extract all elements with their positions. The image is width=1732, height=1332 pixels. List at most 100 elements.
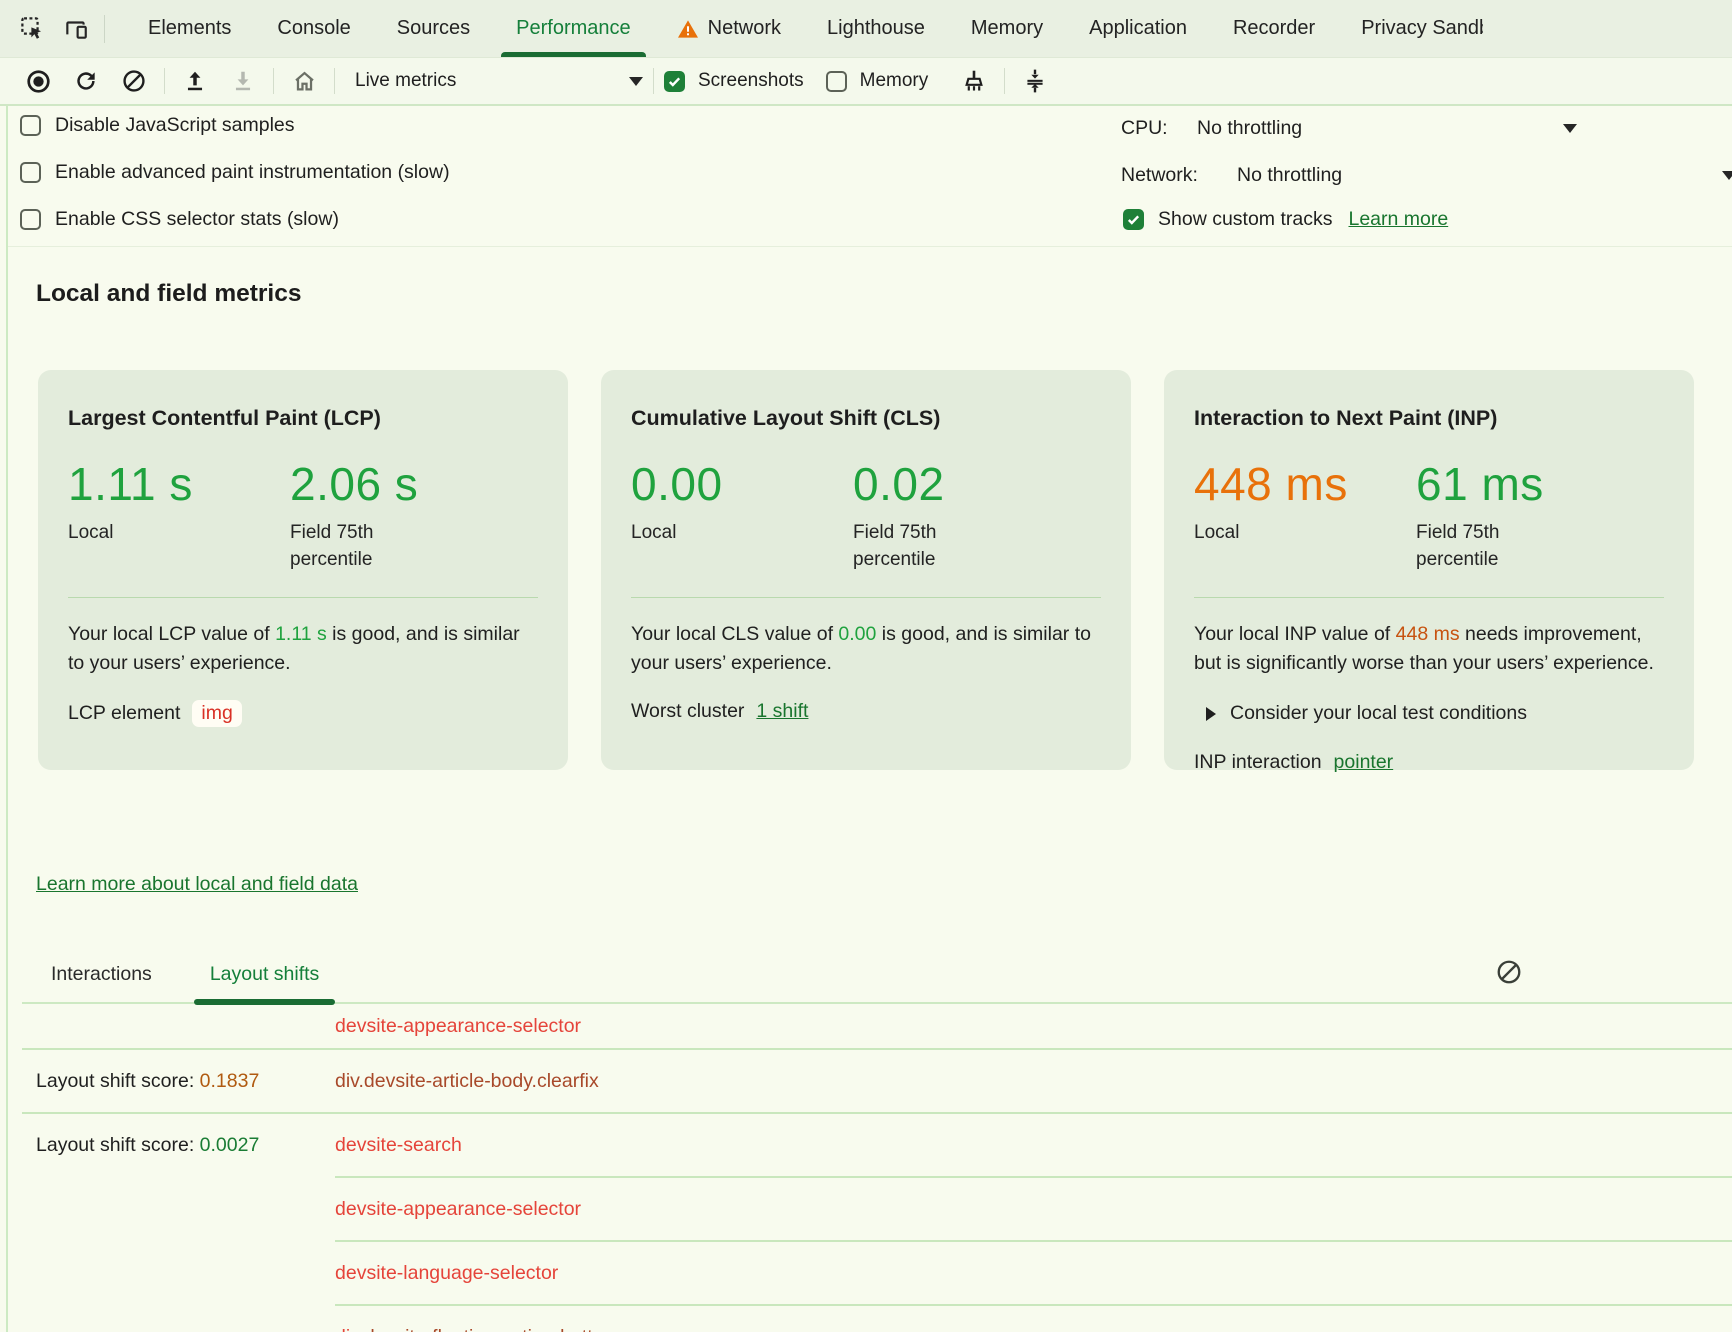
css-selector-stats-row[interactable]: Enable CSS selector stats (slow) bbox=[20, 208, 339, 231]
learn-more-link[interactable]: Learn more bbox=[1348, 208, 1448, 231]
record-button[interactable] bbox=[18, 62, 58, 100]
checkbox-label: Disable JavaScript samples bbox=[55, 114, 295, 137]
advanced-paint-row[interactable]: Enable advanced paint instrumentation (s… bbox=[20, 161, 450, 184]
advanced-paint-checkbox[interactable] bbox=[20, 162, 41, 183]
memory-checkbox[interactable] bbox=[826, 71, 847, 92]
reload-record-button[interactable] bbox=[66, 62, 106, 100]
chevron-down-icon[interactable] bbox=[1722, 171, 1732, 180]
clear-record-icon[interactable] bbox=[114, 62, 154, 100]
lcp-element-chip[interactable]: img bbox=[192, 700, 241, 727]
live-metrics-label: Live metrics bbox=[355, 70, 456, 92]
tab-lighthouse[interactable]: Lighthouse bbox=[804, 0, 948, 57]
table-row: devsite-language-selector bbox=[0, 1242, 1732, 1304]
show-custom-tracks-checkbox[interactable] bbox=[1123, 209, 1144, 230]
show-custom-tracks-label: Show custom tracks bbox=[1158, 208, 1332, 231]
chevron-down-icon bbox=[629, 77, 643, 86]
inspect-element-icon[interactable] bbox=[10, 7, 54, 51]
local-test-conditions-expander[interactable]: Consider your local test conditions bbox=[1194, 702, 1664, 725]
home-icon[interactable] bbox=[284, 62, 324, 100]
tab-label: Recorder bbox=[1233, 17, 1315, 40]
screenshots-checkbox-row[interactable]: Screenshots bbox=[664, 70, 804, 92]
triangle-right-icon bbox=[1206, 707, 1216, 721]
element-node-link[interactable]: div.devsite-article-body.clearfix bbox=[335, 1070, 599, 1093]
logs-tabs: Interactions Layout shifts bbox=[35, 946, 335, 1002]
cpu-throttle-select[interactable]: No throttling bbox=[1197, 117, 1302, 140]
memory-checkbox-row[interactable]: Memory bbox=[826, 70, 929, 92]
checkbox-label: Enable advanced paint instrumentation (s… bbox=[55, 161, 450, 184]
local-label: Local bbox=[68, 519, 198, 546]
tab-interactions[interactable]: Interactions bbox=[35, 946, 168, 1002]
learn-more-field-data-link[interactable]: Learn more about local and field data bbox=[36, 873, 358, 896]
tab-label: Privacy Sandbox bbox=[1361, 17, 1483, 40]
lcp-local-value: 1.11 s bbox=[68, 457, 290, 511]
element-node-link[interactable]: devsite-appearance-selector bbox=[335, 1015, 581, 1038]
table-row: Layout shift score: 0.0027 devsite-search bbox=[0, 1114, 1732, 1176]
element-node-link[interactable]: devsite-language-selector bbox=[335, 1262, 558, 1285]
tab-performance[interactable]: Performance bbox=[493, 0, 654, 57]
tab-label: Network bbox=[708, 17, 781, 40]
element-node-link[interactable]: devsite-appearance-selector bbox=[335, 1198, 581, 1221]
tab-console[interactable]: Console bbox=[254, 0, 373, 57]
collect-garbage-icon[interactable] bbox=[954, 62, 994, 100]
inp-local-value: 448 ms bbox=[1194, 457, 1416, 511]
tab-network[interactable]: Network bbox=[654, 0, 804, 57]
screenshots-label: Screenshots bbox=[698, 70, 804, 92]
network-throttle-select[interactable]: No throttling bbox=[1237, 164, 1342, 187]
layout-shift-score: Layout shift score: 0.0027 bbox=[0, 1134, 259, 1157]
tab-application[interactable]: Application bbox=[1066, 0, 1210, 57]
screenshots-checkbox[interactable] bbox=[664, 71, 685, 92]
tab-label: Layout shifts bbox=[210, 963, 319, 986]
table-row: div.devsite-floating-action-buttons bbox=[0, 1306, 1732, 1332]
css-selector-stats-checkbox[interactable] bbox=[20, 209, 41, 230]
collapse-sidebar-icon[interactable] bbox=[1015, 62, 1055, 100]
inp-interaction-label: INP interaction bbox=[1194, 751, 1322, 774]
tab-label: Console bbox=[277, 17, 350, 40]
cls-card: Cumulative Layout Shift (CLS) 0.00 Local… bbox=[601, 370, 1131, 770]
capture-settings: Disable JavaScript samples Enable advanc… bbox=[0, 106, 1732, 246]
devtools-tabbar: Elements Console Sources Performance Net… bbox=[0, 0, 1732, 58]
history-dropdown[interactable]: Live metrics bbox=[345, 70, 651, 92]
show-custom-tracks-row[interactable]: Show custom tracks Learn more bbox=[1123, 208, 1448, 231]
divider bbox=[164, 68, 165, 94]
tab-label: Memory bbox=[971, 17, 1043, 40]
element-node-link[interactable]: div.devsite-floating-action-buttons bbox=[335, 1326, 624, 1332]
layout-shift-rows: devsite-appearance-selector Layout shift … bbox=[0, 1004, 1732, 1332]
tab-privacy-sandbox[interactable]: Privacy Sandbox bbox=[1338, 0, 1506, 57]
table-row: devsite-appearance-selector bbox=[0, 1004, 1732, 1048]
panel-tabs: Elements Console Sources Performance Net… bbox=[125, 0, 1506, 57]
load-profile-icon[interactable] bbox=[175, 62, 215, 100]
cpu-throttle-label: CPU: bbox=[1121, 117, 1168, 140]
inp-interaction-link[interactable]: pointer bbox=[1334, 751, 1394, 774]
tab-sources[interactable]: Sources bbox=[374, 0, 493, 57]
chevron-down-icon[interactable] bbox=[1563, 124, 1577, 133]
tab-label: Performance bbox=[516, 17, 631, 40]
tab-memory[interactable]: Memory bbox=[948, 0, 1066, 57]
warning-icon bbox=[677, 19, 699, 39]
tab-recorder[interactable]: Recorder bbox=[1210, 0, 1338, 57]
device-toolbar-icon[interactable] bbox=[54, 7, 98, 51]
worst-cluster-link[interactable]: 1 shift bbox=[756, 700, 808, 723]
checkbox-label: Enable CSS selector stats (slow) bbox=[55, 208, 339, 231]
field-label: Field 75th percentile bbox=[853, 519, 983, 573]
tab-label: Elements bbox=[148, 17, 231, 40]
section-title: Local and field metrics bbox=[36, 280, 302, 308]
tab-elements[interactable]: Elements bbox=[125, 0, 254, 57]
element-node-link[interactable]: devsite-search bbox=[335, 1134, 462, 1157]
card-title: Largest Contentful Paint (LCP) bbox=[68, 406, 538, 431]
cls-local-value: 0.00 bbox=[631, 457, 853, 511]
memory-label: Memory bbox=[860, 70, 929, 92]
disable-js-samples-row[interactable]: Disable JavaScript samples bbox=[20, 114, 295, 137]
disable-js-samples-checkbox[interactable] bbox=[20, 115, 41, 136]
save-profile-icon[interactable] bbox=[223, 62, 263, 100]
divider bbox=[68, 597, 538, 598]
lcp-element-label: LCP element bbox=[68, 702, 180, 725]
worst-cluster-label: Worst cluster bbox=[631, 700, 744, 723]
layout-shift-score: Layout shift score: 0.1837 bbox=[0, 1070, 259, 1093]
tab-layout-shifts[interactable]: Layout shifts bbox=[194, 946, 335, 1002]
clear-log-icon[interactable] bbox=[1492, 955, 1526, 989]
tab-label: Lighthouse bbox=[827, 17, 925, 40]
cls-field-value: 0.02 bbox=[853, 457, 983, 511]
local-label: Local bbox=[631, 519, 761, 546]
divider bbox=[1194, 597, 1664, 598]
table-row: Layout shift score: 0.1837 div.devsite-ar… bbox=[0, 1050, 1732, 1112]
